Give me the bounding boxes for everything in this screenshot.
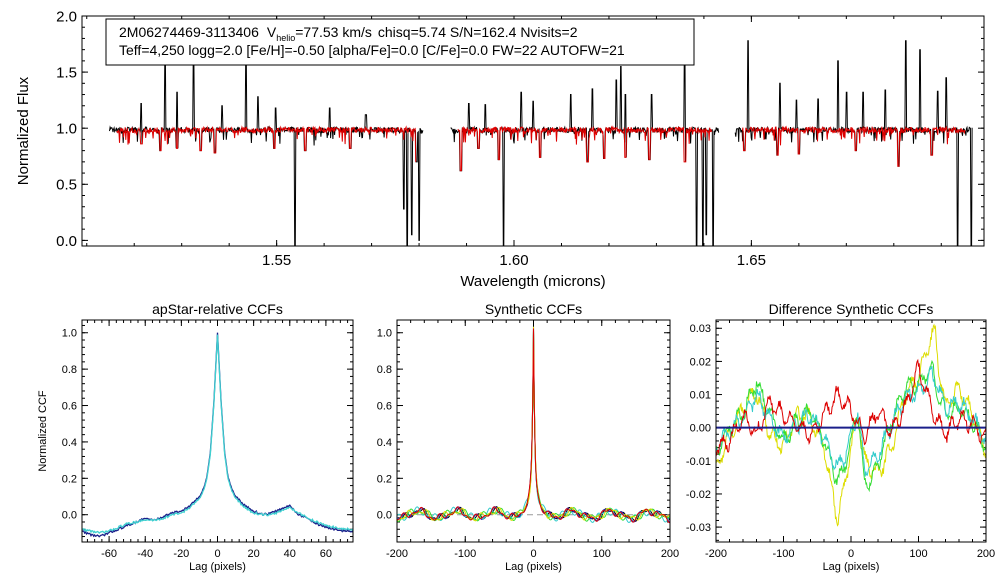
spectrum-xtick-label: 1.65 [737,252,766,269]
spectrum-frame [81,15,985,247]
apstar_ccf-frame [81,319,354,543]
apstar_ccf-xtick-label: 0 [214,548,220,560]
vhelio-value: =77.53 km/s [295,24,372,40]
synthetic_ccf-xtick-label: 200 [661,548,679,560]
apstar_ccf-ytick-label: 0.2 [62,473,77,485]
spectrum-observed-line [450,35,720,246]
spectrum-ytick-label: 1.5 [56,64,77,81]
difference_ccf-title: Difference Synthetic CCFs [769,301,934,317]
synthetic_ccf-xtick-label: -100 [454,548,476,560]
apstar_ccf-ytick-label: 0.8 [62,364,77,376]
star-id: 2M06274469-3113406 [119,24,259,40]
synthetic_ccf-title: Synthetic CCFs [485,301,582,317]
spectrum-model-line [741,125,966,167]
apstar-ccf-1-line [82,332,353,538]
difference_ccf-xtick-label: 200 [977,548,995,560]
apstar_ccf-ytick-label: 0.4 [62,437,77,449]
synthetic_ccf-xtick-label: 100 [593,548,611,560]
apstar-ccf-panel: apStar-relative CCFs -60 -40 -20 0 20 40 60 0.0 0… [37,301,354,573]
spectrum-ytick-label: 2.0 [56,8,77,25]
spectrum-ytick-label: 0.0 [56,233,77,250]
synthetic_ccf-ytick-label: 0.6 [377,400,392,412]
synthetic-ccf-panel: Synthetic CCFs -200 -100 0 100 200 0.0 0.2 0.4 0.… [377,301,679,573]
info-params: Teff=4,250 logg=2.0 [Fe/H]=-0.50 [alpha/… [119,42,625,58]
difference_ccf-xtick-label: 100 [909,548,927,560]
spectrum-model-line [457,125,713,172]
difference_ccf-ytick-label: 0.00 [690,423,711,435]
spectrum-observed-line [109,46,424,246]
synthetic-synth-yellow-line [397,326,670,522]
difference-diff-yellow-line [716,323,986,527]
apstar-ccf-2-line [82,334,353,535]
synthetic-synth-black-line [397,324,670,522]
difference-diff-green-line [716,359,986,493]
difference_ccf-xtick-label: -100 [772,548,794,560]
difference_ccf-ytick-label: -0.03 [686,522,711,534]
apstar_ccf-title: apStar-relative CCFs [152,301,283,317]
difference_ccf-xlabel: Lag (pixels) [823,561,880,573]
synthetic_ccf-ytick-label: 0.4 [377,437,392,449]
spectrum-xtick-label: 1.55 [262,252,291,269]
apstar_ccf-xtick-label: 60 [320,548,332,560]
spectrum-ytick-label: 1.0 [56,121,77,138]
apstar_ccf-ylabel: Normalized CCF [37,390,49,472]
difference_ccf-frame [715,319,987,543]
apstar_ccf-xtick-label: -20 [173,548,189,560]
apstar_ccf-xtick-label: -60 [101,548,117,560]
spectrum-plot-area [109,35,973,246]
info-box-frame [105,18,695,66]
apstar_ccf-plot-area [82,332,353,538]
difference_ccf-ytick-label: -0.02 [686,489,711,501]
difference_ccf-ytick-label: 0.02 [690,356,711,368]
vhelio-sub: helio [276,33,295,43]
spectrum-xtick-label: 1.60 [499,252,528,269]
difference_ccf-ytick-label: -0.01 [686,456,711,468]
apstar_ccf-ytick-label: 0.6 [62,400,77,412]
apstar_ccf-ytick-label: 0.0 [62,510,77,522]
synthetic_ccf-ytick-label: 1.0 [377,328,392,340]
synthetic_ccf-xlabel: Lag (pixels) [505,561,562,573]
difference_ccf-xtick-label: 0 [848,548,854,560]
difference_ccf-ytick-label: 0.03 [690,323,711,335]
synthetic_ccf-ytick-label: 0.0 [377,510,392,522]
spectrum-xlabel: Wavelength (microns) [460,273,605,290]
synthetic-synth-red-line [397,328,670,524]
apstar_ccf-ytick-label: 1.0 [62,328,77,340]
vhelio-prefix: V [267,24,277,40]
spectrum-panel: 1.55 1.60 1.65 0.0 0.5 1.0 1.5 2.0 Wavelength (m… [15,8,985,290]
difference_ccf-xtick-label: -200 [705,548,727,560]
synthetic_ccf-ytick-label: 0.8 [377,364,392,376]
synthetic_ccf-plot-area [397,324,670,524]
apstar_ccf-xtick-label: 40 [284,548,296,560]
apstar_ccf-xtick-label: -40 [137,548,153,560]
synthetic_ccf-xtick-label: -200 [386,548,408,560]
synthetic_ccf-xtick-label: 0 [530,548,536,560]
apstar_ccf-xtick-label: 20 [248,548,260,560]
difference_ccf-ytick-label: 0.01 [690,390,711,402]
synthetic_ccf-ytick-label: 0.2 [377,473,392,485]
spectrum-model-line [116,125,417,162]
synthetic_ccf-frame [396,319,671,543]
spectrum-ylabel: Normalized Flux [15,76,32,185]
spectrum-stats: chisq=5.74 S/N=162.4 Nvisits=2 [378,24,578,40]
difference-ccf-panel: Difference Synthetic CCFs -200 -100 0 100 200… [686,301,995,573]
spectrum-ytick-label: 0.5 [56,177,77,194]
apstar_ccf-xlabel: Lag (pixels) [189,561,246,573]
difference-diff-cyan-line [716,365,986,477]
info-line-1: 2M06274469-3113406 Vhelio=77.53 km/s chisq… [119,24,578,43]
difference_ccf-plot-area [716,323,986,527]
difference-diff-red-line [716,358,986,457]
info-box: 2M06274469-3113406 Vhelio=77.53 km/s chisq… [105,18,695,66]
spectrum-observed-line [734,40,973,246]
